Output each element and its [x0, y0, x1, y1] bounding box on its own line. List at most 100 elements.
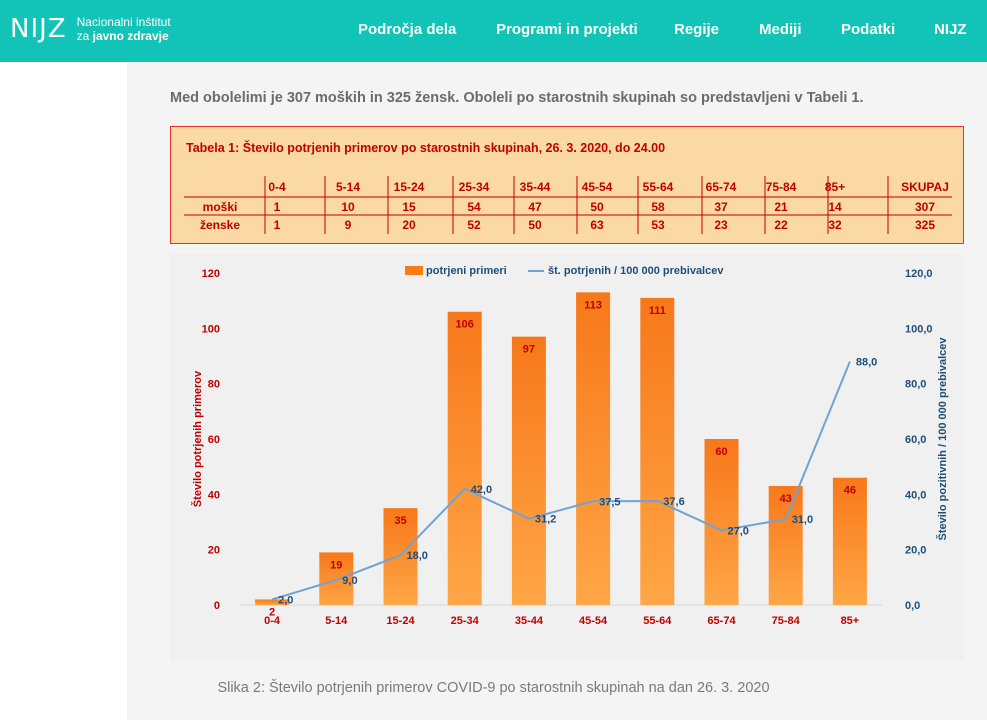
- line-value-label: 2,0: [278, 594, 293, 606]
- x-axis-tick: 35-44: [515, 615, 544, 627]
- right-axis-tick: 80,0: [905, 379, 926, 391]
- table-cell: 50: [590, 200, 604, 214]
- table-cell: 47: [528, 200, 542, 214]
- table-cell: 50: [528, 218, 542, 232]
- nav-mediji[interactable]: Mediji: [759, 21, 802, 38]
- x-axis-tick: 5-14: [325, 615, 348, 627]
- x-axis-tick: 15-24: [386, 615, 415, 627]
- table-header-cell: 15-24: [393, 180, 425, 194]
- nav-podatki[interactable]: Podatki: [841, 21, 896, 38]
- bar-5-14: [319, 552, 354, 605]
- table-header-cell: 25-34: [458, 180, 490, 194]
- legend-bar-label: potrjeni primeri: [426, 265, 507, 277]
- logo-line-1: Nacionalni inštitut: [76, 15, 171, 29]
- chart-svg: 0 20 40 60 80 100 120 0,0 20,0 40,0 60,0 80,0 100,0 1…: [191, 265, 949, 627]
- line-value-label: 18,0: [407, 550, 428, 562]
- line-value-label: 37,6: [663, 496, 684, 508]
- right-axis-tick: 100,0: [905, 323, 933, 335]
- bar-value-label: 97: [523, 344, 535, 356]
- table-cell: 37: [714, 200, 728, 214]
- nav-programi-in-projekti[interactable]: Programi in projekti: [496, 21, 638, 38]
- table-cell: 21: [774, 200, 788, 214]
- line-value-label: 9,0: [342, 575, 357, 587]
- line-value-label: 88,0: [856, 357, 877, 369]
- bar-value-label: 19: [330, 559, 342, 571]
- line-series-per-100000: [271, 361, 851, 601]
- legend-line-label: št. potrjenih / 100 000 prebivalcev: [548, 265, 724, 277]
- right-axis-tick: 120,0: [905, 268, 933, 280]
- logo-line-2-bold: javno zdravje: [92, 29, 169, 43]
- table-header-cell: 45-54: [581, 180, 613, 194]
- x-axis-tick: 75-84: [772, 615, 801, 627]
- table-cell: 1: [273, 218, 281, 232]
- bar-15-24: [383, 508, 418, 605]
- right-axis-tick: 40,0: [905, 489, 926, 501]
- table-cell: 58: [651, 200, 665, 214]
- bar-45-54: [576, 292, 611, 605]
- table-header-cell: 75-84: [765, 180, 797, 194]
- line-value-label: 42,0: [471, 484, 492, 496]
- left-axis-tick: 120: [202, 268, 220, 280]
- left-axis-tick: 20: [208, 545, 220, 557]
- bar-value-label: 46: [844, 485, 856, 497]
- table-cell: 54: [467, 200, 481, 214]
- table-header-cell: 85+: [824, 180, 846, 194]
- x-axis-tick: 0-4: [264, 615, 281, 627]
- table-cell: 53: [651, 218, 665, 232]
- left-axis-title: Število potrjenih primerov: [191, 370, 204, 507]
- left-axis-tick: 40: [208, 489, 220, 501]
- bar-75-84: [768, 486, 803, 605]
- table-header-cell: 65-74: [705, 180, 737, 194]
- table-header-cell: 35-44: [519, 180, 551, 194]
- line-value-label: 31,2: [535, 514, 556, 526]
- x-axis-tick: 85+: [841, 615, 860, 627]
- bar-25-34: [447, 311, 482, 605]
- nav-regije[interactable]: Regije: [674, 21, 720, 38]
- table-cell: 9: [344, 218, 352, 232]
- x-axis-tick: 55-64: [643, 615, 672, 627]
- bar-value-label: 106: [456, 319, 474, 331]
- bar-value-label: 2: [269, 606, 275, 618]
- figure-caption: Slika 2: Število potrjenih primerov COVI…: [217, 680, 770, 696]
- legend-bar-swatch: [405, 266, 423, 275]
- intro-paragraph: Med obolelimi je 307 moških in 325 žensk…: [170, 90, 864, 106]
- table-cell: 20: [402, 218, 416, 232]
- table-cell: 22: [774, 218, 788, 232]
- bar-0-4: [255, 599, 290, 605]
- x-axis-tick: 25-34: [451, 615, 480, 627]
- right-axis-tick: 0,0: [905, 600, 920, 612]
- table-cell: 14: [828, 200, 842, 214]
- nijz-logo[interactable]: NIJZ Nacionalni inštitut za javno zdravj…: [10, 14, 171, 44]
- logo-text: Nacionalni inštitut za javno zdravje: [77, 15, 171, 43]
- bar-value-label: 35: [394, 515, 406, 527]
- bar-85+: [832, 477, 867, 605]
- right-axis-title: Število pozitivnih / 100 000 prebivalcev: [936, 337, 949, 541]
- table-row-label: ženske: [199, 218, 241, 232]
- bar-value-label: 113: [584, 299, 602, 311]
- left-axis-tick: 60: [208, 434, 220, 446]
- table-row-label: moški: [202, 200, 238, 214]
- bar-value-label: 60: [715, 446, 727, 458]
- bar-55-64: [640, 297, 675, 605]
- x-axis-tick: 45-54: [579, 615, 608, 627]
- table-cell: 23: [714, 218, 728, 232]
- left-axis-tick: 0: [214, 600, 220, 612]
- table-cell: 32: [828, 218, 842, 232]
- nav-podrocja-dela[interactable]: Področja dela: [358, 21, 457, 38]
- line-value-label: 31,0: [792, 514, 813, 526]
- right-axis-tick: 20,0: [905, 545, 926, 557]
- table-cell: 15: [402, 200, 416, 214]
- bar-value-label: 111: [649, 305, 666, 317]
- x-axis-tick: 65-74: [707, 615, 736, 627]
- table-cell: 325: [914, 218, 936, 232]
- table-header-cell: 55-64: [642, 180, 674, 194]
- table-header-cell: SKUPAJ: [901, 180, 949, 194]
- table-cell: 52: [467, 218, 481, 232]
- table-grid-lines: [184, 176, 952, 234]
- bar-65-74: [704, 439, 739, 605]
- left-axis-tick: 100: [202, 323, 220, 335]
- table-header-cell: 0-4: [268, 180, 286, 194]
- bar-35-44: [511, 336, 546, 605]
- left-axis-tick: 80: [208, 379, 220, 391]
- nav-nijz[interactable]: NIJZ: [934, 21, 967, 38]
